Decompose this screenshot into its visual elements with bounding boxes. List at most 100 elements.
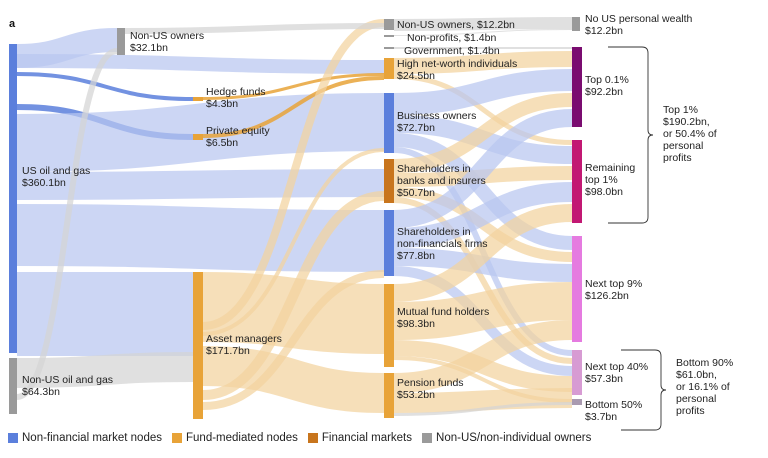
node-hedge xyxy=(193,97,203,101)
flow-hedge-to-hnw xyxy=(202,73,385,100)
node-label-hedge: Hedge funds $4.3bn xyxy=(206,86,266,110)
node-next9 xyxy=(572,236,582,342)
node-label-line-remaining1-1: top 1% xyxy=(585,174,618,186)
node-label-bottom50: Bottom 50% $3.7bn xyxy=(585,399,642,423)
flow-nonus_owners_2-to-no_us_wealth xyxy=(393,17,573,31)
bracket-label-bottom90: Bottom 90% $61.0bn, or 16.1% of personal pro… xyxy=(676,357,733,417)
flow-us_oil-to-hedge xyxy=(16,72,194,101)
panel-label: a xyxy=(9,18,16,30)
node-label-line-remaining1-0: Remaining xyxy=(585,162,635,174)
node-government xyxy=(384,47,394,49)
legend-label-nonfin: Non-financial market nodes xyxy=(22,432,162,444)
bracket-label-line-bottom90-1: $61.0bn, xyxy=(676,369,717,381)
flow-asset_mgr-to-mutual xyxy=(202,272,385,354)
node-label-nonprofits: Non-profits, $1.4bn xyxy=(407,32,496,44)
flow-us_oil-to-hnw xyxy=(16,54,385,74)
legend-item-fund: Fund-mediated nodes xyxy=(172,432,298,444)
flow-pension-to-next9 xyxy=(393,320,573,393)
bracket-label-line-bottom90-0: Bottom 90% xyxy=(676,357,733,369)
legend-label-nonus: Non-US/non-individual owners xyxy=(436,432,592,444)
legend-swatch-nonus xyxy=(422,433,433,443)
flow-us_oil-to-sh_banks xyxy=(16,169,385,200)
flow-layer xyxy=(16,17,573,416)
node-asset_mgr xyxy=(193,272,203,419)
node-bottom50 xyxy=(572,399,582,405)
node-label-line-sh_banks-2: $50.7bn xyxy=(397,187,435,199)
node-label-line-hnw-0: High net-worth individuals xyxy=(397,58,517,70)
bracket-layer: Top 1% $190.2bn, or 50.4% of personal profit… xyxy=(608,46,733,431)
node-layer xyxy=(9,17,582,419)
node-hnw xyxy=(384,58,394,79)
node-label-pe: Private equity $6.5bn xyxy=(206,125,270,149)
node-label-line-next9-1: $126.2bn xyxy=(585,290,629,302)
node-nonprofits xyxy=(384,35,394,37)
node-mutual xyxy=(384,284,394,367)
node-label-line-biz_owners-0: Business owners xyxy=(397,110,476,122)
node-label-next9: Next top 9% $126.2bn xyxy=(585,278,642,302)
node-label-line-nonus_oil-1: $64.3bn xyxy=(22,386,60,398)
node-label-hnw: High net-worth individuals $24.5bn xyxy=(397,58,517,82)
node-top01 xyxy=(572,47,582,127)
node-label-line-top01-0: Top 0.1% xyxy=(585,74,629,86)
node-label-line-asset_mgr-1: $171.7bn xyxy=(206,345,250,357)
flow-asset_mgr-to-pension xyxy=(202,346,385,413)
legend-swatch-financial xyxy=(307,433,318,443)
node-label-line-hedge-1: $4.3bn xyxy=(206,98,238,110)
legend-swatch-nonfin xyxy=(8,433,18,443)
legend-swatch-fund xyxy=(172,433,182,443)
node-label-asset_mgr: Asset managers $171.7bn xyxy=(206,333,282,357)
node-label-line-hedge-0: Hedge funds xyxy=(206,86,266,98)
node-pension xyxy=(384,373,394,418)
node-label-biz_owners: Business owners $72.7bn xyxy=(397,110,476,134)
node-label-line-hnw-1: $24.5bn xyxy=(397,70,435,82)
node-label-line-sh_nonfin-0: Shareholders in xyxy=(397,226,471,238)
legend-label-financial: Financial markets xyxy=(321,432,413,444)
bracket-label-line-top1-3: personal xyxy=(663,140,703,152)
flow-pension-to-bottom50 xyxy=(393,402,573,416)
node-nonus_owners_1 xyxy=(117,28,125,55)
node-label-line-mutual-0: Mutual fund holders xyxy=(397,306,489,318)
legend: Non-financial market nodes Fund-mediated… xyxy=(8,432,591,444)
flow-biz_owners-to-next9 xyxy=(393,133,573,250)
bracket-label-line-bottom90-3: personal xyxy=(676,393,716,405)
flow-asset_mgr-to-sh_nonfin xyxy=(202,270,385,410)
node-sh_banks xyxy=(384,159,394,203)
legend-item-nonfin: Non-financial market nodes xyxy=(8,432,162,444)
bracket-bottom90 xyxy=(621,349,667,431)
node-label-line-sh_banks-1: banks and insurers xyxy=(397,175,486,187)
node-label-line-next40-1: $57.3bn xyxy=(585,373,623,385)
flow-asset_mgr-to-sh_banks xyxy=(202,191,385,400)
node-label-line-mutual-1: $98.3bn xyxy=(397,318,435,330)
node-pe xyxy=(193,134,203,140)
bracket-label-line-bottom90-4: profits xyxy=(676,405,705,417)
flow-nonus_oil-to-asset_mgr xyxy=(16,352,194,388)
node-label-sh_nonfin: Shareholders in non-financials firms $77.8… xyxy=(397,226,487,262)
node-label-line-asset_mgr-0: Asset managers xyxy=(206,333,282,345)
node-label-line-pe-0: Private equity xyxy=(206,125,270,137)
node-label-line-us_oil-0: US oil and gas xyxy=(22,165,90,177)
node-label-line-biz_owners-1: $72.7bn xyxy=(397,122,435,134)
node-label-line-pe-1: $6.5bn xyxy=(206,137,238,149)
node-label-line-top01-1: $92.2bn xyxy=(585,86,623,98)
legend-item-nonus: Non-US/non-individual owners xyxy=(422,432,591,444)
legend-item-financial: Financial markets xyxy=(307,432,413,444)
flow-mutual-to-remaining1 xyxy=(393,204,573,302)
node-label-nonus_oil: Non-US oil and gas $64.3bn xyxy=(22,374,113,398)
node-label-next40: Next top 40% $57.3bn xyxy=(585,361,648,385)
flow-biz_owners-to-top01 xyxy=(393,69,573,115)
flow-sh_banks-to-top01 xyxy=(393,93,573,173)
node-biz_owners xyxy=(384,93,394,153)
flow-hnw-to-top01 xyxy=(393,51,573,74)
bracket-label-top1: Top 1% $190.2bn, or 50.4% of personal profit… xyxy=(663,104,717,164)
bracket-label-line-bottom90-2: or 16.1% of xyxy=(676,381,730,393)
node-label-line-sh_nonfin-1: non-financials firms xyxy=(397,238,487,250)
label-layer: US oil and gas $360.1bn Non-US oil and gas… xyxy=(22,13,693,423)
node-label-pension: Pension funds $53.2bn xyxy=(397,377,464,401)
node-label-us_oil: US oil and gas $360.1bn xyxy=(22,165,90,189)
legend-label-fund: Fund-mediated nodes xyxy=(186,432,298,444)
flow-hnw-to-remaining1 xyxy=(393,74,573,145)
flow-pension-to-next40 xyxy=(393,388,573,413)
node-label-line-nonus_oil-0: Non-US oil and gas xyxy=(22,374,113,386)
node-label-line-nonprofits-0: Non-profits, $1.4bn xyxy=(407,32,496,44)
